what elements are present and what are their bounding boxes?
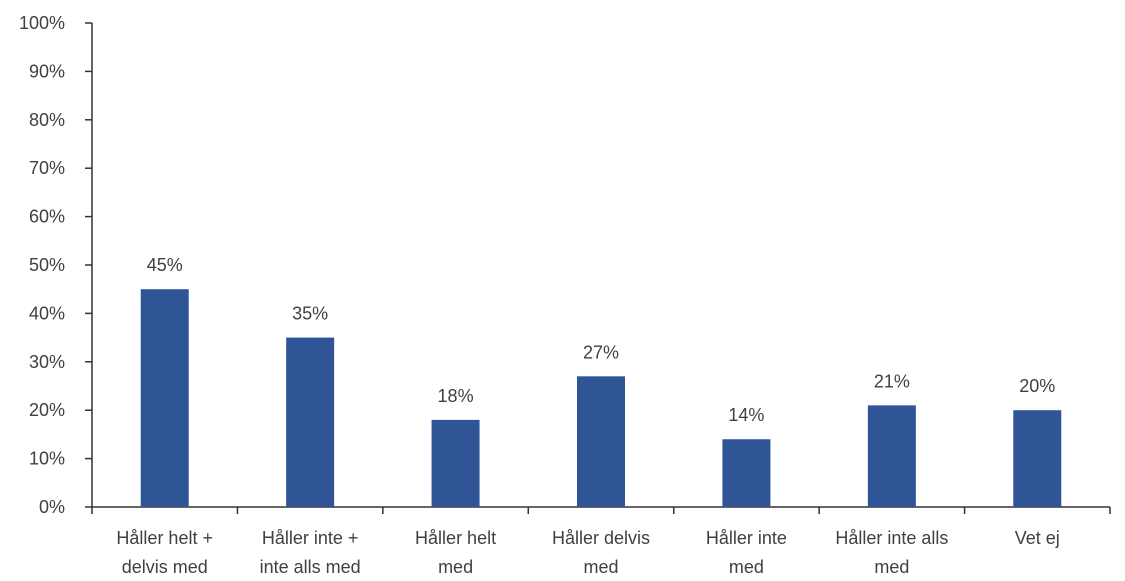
x-axis: [91, 506, 1111, 514]
y-tick-label: 30%: [29, 352, 65, 372]
y-axis: 0% 10% 20% 30% 40% 50% 60% 70% 80% 90% 100%: [19, 13, 93, 517]
category-labels: Håller helt + delvis med Håller inte + inte…: [116, 528, 1060, 577]
y-tick-label: 80%: [29, 110, 65, 130]
bars: [140, 289, 1062, 507]
y-tick-label: 0%: [39, 497, 65, 517]
x-category-label: Håller delvis: [552, 528, 650, 548]
x-category-label: Håller inte +: [262, 528, 359, 548]
x-category-label: med: [729, 557, 764, 576]
y-tick-label: 20%: [29, 400, 65, 420]
data-label: 18%: [438, 386, 474, 406]
data-label: 20%: [1019, 376, 1055, 396]
data-label: 14%: [728, 405, 764, 425]
x-category-label: med: [438, 557, 473, 576]
x-category-label: inte alls med: [260, 557, 361, 576]
x-category-label: Håller inte: [706, 528, 787, 548]
bar: [867, 405, 916, 507]
x-category-label: med: [583, 557, 618, 576]
y-tick-label: 60%: [29, 207, 65, 227]
y-tick-label: 10%: [29, 449, 65, 469]
bar: [577, 376, 625, 507]
y-tick-label: 90%: [29, 61, 65, 81]
bar: [140, 289, 189, 507]
bar: [1013, 410, 1062, 507]
data-label: 27%: [583, 342, 619, 362]
data-label: 35%: [292, 304, 328, 324]
x-category-label: Vet ej: [1015, 528, 1060, 548]
x-category-label: Håller helt: [415, 528, 496, 548]
x-category-label: med: [874, 557, 909, 576]
x-category-label: delvis med: [122, 557, 208, 576]
x-category-label: Håller inte alls: [835, 528, 948, 548]
y-tick-label: 70%: [29, 158, 65, 178]
y-tick-label: 40%: [29, 303, 65, 323]
data-labels: 45% 35% 18% 27% 14% 21% 20%: [147, 255, 1056, 425]
x-category-label: Håller helt +: [116, 528, 213, 548]
data-label: 21%: [874, 371, 910, 391]
data-label: 45%: [147, 255, 183, 275]
y-tick-label: 100%: [19, 13, 65, 33]
bar: [286, 337, 335, 507]
bar: [722, 439, 771, 507]
bar: [431, 419, 480, 507]
y-tick-label: 50%: [29, 255, 65, 275]
